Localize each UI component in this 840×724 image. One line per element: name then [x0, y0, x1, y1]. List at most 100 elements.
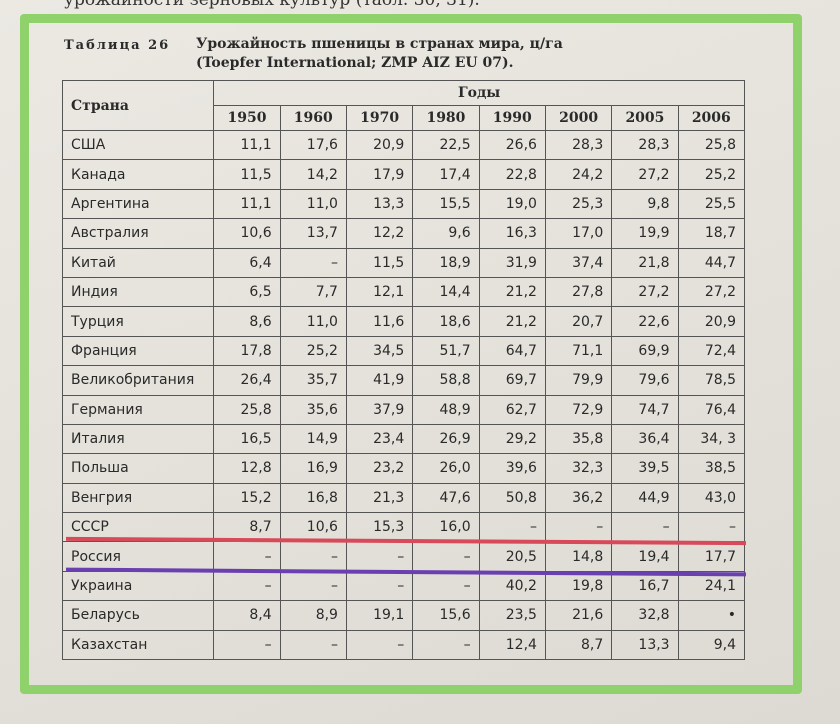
value-cell: 18,7	[677, 218, 746, 249]
country-header: Страна	[61, 80, 215, 131]
value-cell: 62,7	[478, 394, 546, 425]
value-cell: 11,0	[279, 188, 347, 220]
value-cell: 11,5	[213, 159, 281, 190]
value-cell: 79,9	[544, 365, 613, 396]
value-cell: –	[412, 570, 480, 602]
value-cell: 35,7	[279, 365, 347, 396]
green-frame	[20, 14, 802, 694]
value-cell: 26,4	[213, 365, 281, 396]
value-cell: 32,8	[611, 600, 679, 631]
value-cell: 27,2	[611, 159, 679, 190]
value-cell: 14,4	[412, 276, 480, 308]
value-cell: 36,4	[611, 423, 679, 455]
year-header: 1950	[213, 105, 281, 131]
value-cell: 11,1	[213, 129, 281, 161]
country-cell: Венгрия	[61, 482, 215, 514]
value-cell: 47,6	[412, 482, 480, 514]
value-cell: 28,3	[611, 129, 679, 161]
value-cell: –	[213, 629, 281, 661]
top-fragment: урожайности зерновых культур (табл. 30, …	[64, 0, 480, 10]
value-cell: 44,9	[611, 482, 679, 514]
year-header: 2000	[544, 105, 613, 131]
value-cell: 7,7	[279, 276, 347, 308]
value-cell: 12,2	[345, 218, 414, 249]
value-cell: 78,5	[677, 365, 746, 396]
value-cell: 34, 3	[677, 423, 746, 455]
table-row: Турция 8,6 11,0 11,6 18,6 21,2 20,7 22,6 20,9	[61, 306, 746, 337]
value-cell: 39,5	[611, 453, 679, 484]
value-cell: 36,2	[544, 482, 613, 514]
value-cell: 20,5	[478, 541, 546, 572]
value-cell: 21,2	[478, 306, 546, 337]
value-cell: 14,9	[279, 423, 347, 455]
value-cell: 21,8	[611, 247, 679, 278]
value-cell: –	[279, 570, 347, 602]
value-cell: 25,2	[279, 335, 347, 367]
country-cell: Германия	[61, 394, 215, 425]
value-cell: 8,7	[544, 629, 613, 661]
value-cell: 15,6	[412, 600, 480, 631]
country-cell: Польша	[61, 453, 215, 484]
value-cell: 11,6	[345, 306, 414, 337]
value-cell: 25,5	[677, 188, 746, 220]
country-cell: Италия	[61, 423, 215, 455]
value-cell: 11,1	[213, 188, 281, 220]
year-header: 1980	[412, 105, 480, 131]
table-row: США 11,1 17,6 20,9 22,5 26,6 28,3 28,3 25,8	[61, 129, 746, 161]
value-cell: 15,3	[345, 512, 414, 543]
table-row: Беларусь 8,4 8,9 19,1 15,6 23,5 21,6 32,8 •	[61, 600, 746, 631]
value-cell: 13,3	[611, 629, 679, 661]
value-cell: 8,6	[213, 306, 281, 337]
table-row: Польша 12,8 16,9 23,2 26,0 39,6 32,3 39,5 38,5	[61, 453, 746, 484]
value-cell: 35,8	[544, 423, 613, 455]
table-title: Урожайность пшеницы в странах мира, ц/га	[196, 36, 563, 52]
year-header: 1960	[279, 105, 347, 131]
value-cell: 26,6	[478, 129, 546, 161]
value-cell: 34,5	[345, 335, 414, 367]
value-cell: 23,4	[345, 423, 414, 455]
value-cell: 12,8	[213, 453, 281, 484]
value-cell: 21,2	[478, 276, 546, 308]
value-cell: 44,7	[677, 247, 746, 278]
header-row: Страна Годы	[61, 80, 745, 131]
value-cell: –	[677, 512, 746, 543]
country-cell: Франция	[61, 335, 215, 367]
country-cell: Турция	[61, 306, 215, 337]
value-cell: 16,0	[412, 512, 480, 543]
value-cell: 12,1	[345, 276, 414, 308]
table-row: Китай 6,4–11,5 18,9 31,9 37,4 21,8 44,7	[61, 247, 746, 278]
value-cell: •	[677, 600, 746, 631]
value-cell: 58,8	[412, 365, 480, 396]
value-cell: 74,7	[611, 394, 679, 425]
table-row: Аргентина 11,1 11,0 13,3 15,5 19,0 25,3 9,8 25,5	[61, 188, 746, 220]
table-row: Казахстан – – – –12,4 8,7 13,3 9,4	[61, 629, 746, 661]
value-cell: 25,8	[213, 394, 281, 425]
value-cell: 18,6	[412, 306, 480, 337]
value-cell: 11,0	[279, 306, 347, 337]
value-cell: 10,6	[279, 512, 347, 543]
table-row: Канада 11,5 14,2 17,9 17,4 22,8 24,2 27,2 25,2	[61, 159, 746, 190]
table-row: Великобритания 26,4 35,7 41,9 58,8 69,7 79,9 79…	[61, 365, 746, 396]
value-cell: 9,6	[412, 218, 480, 249]
value-cell: –	[345, 541, 414, 572]
value-cell: 19,1	[345, 600, 414, 631]
value-cell: –	[345, 570, 414, 602]
value-cell: 17,8	[213, 335, 281, 367]
value-cell: 23,2	[345, 453, 414, 484]
year-header: 1970	[345, 105, 414, 131]
value-cell: 20,9	[345, 129, 414, 161]
value-cell: 17,4	[412, 159, 480, 190]
value-cell: 10,6	[213, 218, 281, 249]
value-cell: –	[279, 629, 347, 661]
value-cell: 17,7	[677, 541, 746, 572]
value-cell: 20,7	[544, 306, 613, 337]
value-cell: 26,9	[412, 423, 480, 455]
value-cell: 22,5	[412, 129, 480, 161]
value-cell: 35,6	[279, 394, 347, 425]
value-cell: 14,8	[544, 541, 613, 572]
value-cell: 17,9	[345, 159, 414, 190]
value-cell: 16,8	[279, 482, 347, 514]
value-cell: 16,7	[611, 570, 679, 602]
value-cell: 69,9	[611, 335, 679, 367]
